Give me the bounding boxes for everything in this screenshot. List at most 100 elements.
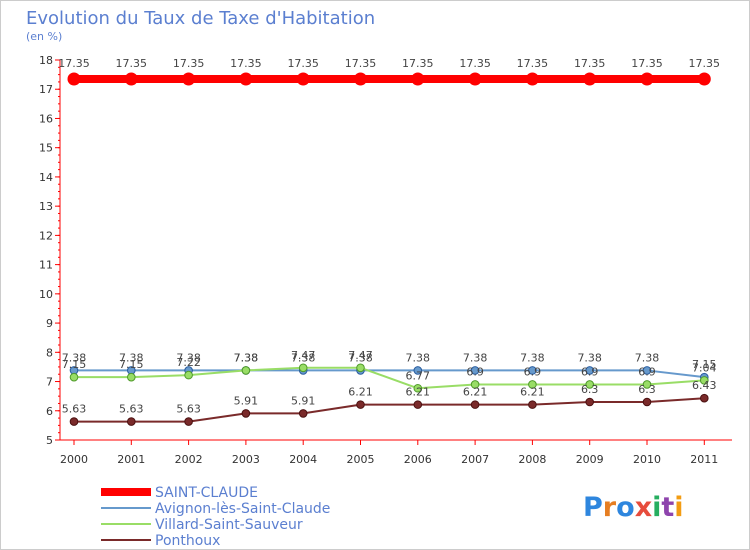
data-label: 7.15 <box>692 358 717 371</box>
data-point <box>585 397 595 407</box>
data-label: 6.43 <box>692 379 717 392</box>
series-line <box>74 369 705 379</box>
axes: 5 6 7 8 9 10 11 12 13 14 15 16 17 18 2000 2001 2002 2003 2… <box>39 54 732 466</box>
series-0 <box>67 72 711 86</box>
data-label: 7.38 <box>463 351 488 364</box>
series-line <box>74 397 705 423</box>
data-label: 5.91 <box>234 394 259 407</box>
data-label: 7.38 <box>234 351 259 364</box>
data-label: 17.35 <box>58 57 90 70</box>
data-point <box>525 72 539 86</box>
data-label: 6.21 <box>406 386 431 399</box>
x-tick-label: 2010 <box>633 453 661 466</box>
data-point <box>184 417 193 426</box>
y-tick-label: 7 <box>46 376 53 389</box>
logo-letter: o <box>616 492 635 523</box>
y-tick-label: 10 <box>39 288 53 301</box>
series-line <box>74 366 705 390</box>
x-tick-label: 2011 <box>690 453 718 466</box>
data-point <box>182 72 196 86</box>
data-label: 17.35 <box>173 57 205 70</box>
legend: SAINT-CLAUDEAvignon-lès-Saint-ClaudeVill… <box>101 485 330 549</box>
data-label: 17.35 <box>345 57 377 70</box>
data-label: 6.9 <box>524 365 542 378</box>
data-label: 6.21 <box>520 386 545 399</box>
data-point <box>413 383 423 393</box>
data-point <box>413 366 423 375</box>
data-point <box>583 72 597 86</box>
y-tick-label: 18 <box>39 54 53 67</box>
data-point <box>124 72 138 86</box>
logo-letter: i <box>652 492 661 523</box>
data-label: 6.9 <box>638 365 656 378</box>
data-label: 17.35 <box>459 57 491 70</box>
data-point <box>697 72 711 86</box>
legend-label: Ponthoux <box>155 533 220 549</box>
data-label: 6.3 <box>581 383 599 396</box>
y-tick-label: 15 <box>39 142 53 155</box>
logo-letter: r <box>603 492 617 523</box>
data-label: 17.35 <box>116 57 148 70</box>
data-point <box>411 72 425 86</box>
data-point <box>470 380 480 389</box>
data-point <box>127 372 136 382</box>
y-tick-label: 13 <box>39 200 53 213</box>
data-label: 6.77 <box>406 369 431 382</box>
data-point <box>528 400 537 409</box>
proxiti-logo: Proxiti <box>583 492 684 523</box>
data-label: 7.47 <box>348 349 373 362</box>
data-point <box>642 397 652 407</box>
data-label: 7.38 <box>291 351 316 364</box>
data-point <box>69 417 79 426</box>
data-label: 7.47 <box>291 349 316 362</box>
data-label: 7.15 <box>119 358 144 371</box>
data-label: 7.38 <box>520 351 545 364</box>
legend-label: Avignon-lès-Saint-Claude <box>155 501 330 517</box>
data-point <box>413 400 423 409</box>
x-tick-label: 2007 <box>461 453 489 466</box>
data-label: 17.35 <box>230 57 262 70</box>
data-point <box>239 72 253 86</box>
x-tick-label: 2006 <box>404 453 432 466</box>
x-tick-label: 2003 <box>232 453 260 466</box>
data-label: 6.3 <box>638 383 656 396</box>
data-point <box>241 409 251 418</box>
data-point <box>356 400 365 409</box>
x-tick-label: 2001 <box>117 453 145 466</box>
series-3 <box>69 393 709 426</box>
y-tick-label: 11 <box>39 259 53 272</box>
x-tick-label: 2009 <box>576 453 604 466</box>
y-tick-label: 5 <box>46 434 53 447</box>
data-label: 17.35 <box>689 57 721 70</box>
data-label: 17.35 <box>517 57 549 70</box>
data-label: 6.9 <box>581 365 599 378</box>
data-point <box>354 72 367 86</box>
data-point <box>700 376 709 385</box>
data-point <box>700 393 709 403</box>
y-tick-label: 6 <box>46 405 53 418</box>
data-label: 7.38 <box>62 351 87 364</box>
data-label: 7.38 <box>176 351 201 364</box>
data-label: 5.63 <box>62 403 87 416</box>
data-label: 7.38 <box>234 351 259 364</box>
data-label: 17.35 <box>574 57 606 70</box>
data-point <box>642 380 652 389</box>
data-label: 7.38 <box>577 351 602 364</box>
data-point <box>642 366 652 375</box>
data-label: 7.38 <box>406 351 431 364</box>
x-tick-label: 2005 <box>347 453 375 466</box>
data-label: 7.38 <box>348 351 373 364</box>
data-label: 6.21 <box>348 386 373 399</box>
x-tick-label: 2002 <box>175 453 203 466</box>
data-point <box>296 72 310 86</box>
data-label: 7.38 <box>635 351 660 364</box>
data-label: 5.63 <box>176 403 201 416</box>
data-point <box>67 72 81 86</box>
data-point <box>470 400 480 409</box>
y-tick-label: 16 <box>39 112 53 125</box>
data-label: 7.15 <box>62 358 87 371</box>
data-label: 7.04 <box>692 361 717 374</box>
data-label: 7.22 <box>176 356 201 369</box>
